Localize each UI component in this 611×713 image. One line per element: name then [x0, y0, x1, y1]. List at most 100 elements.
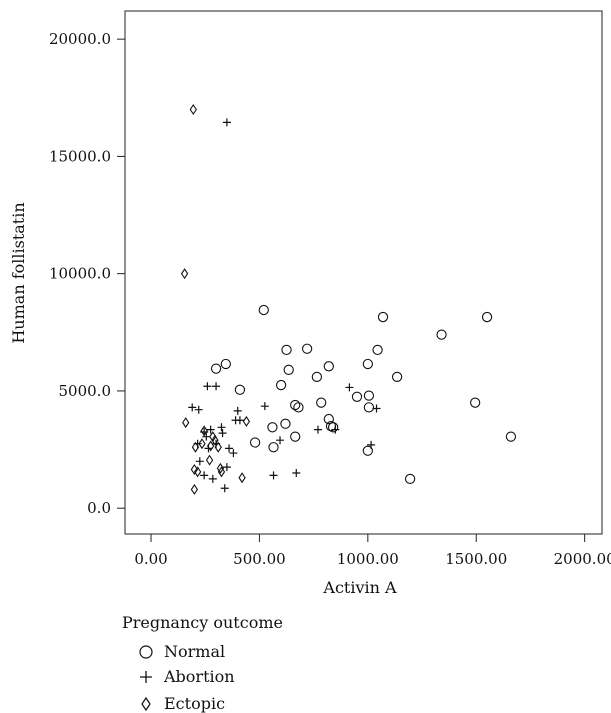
point-abortion — [202, 432, 211, 441]
x-axis: 0.00 500.00 1000.00 1500.00 2000.00 — [134, 534, 611, 568]
point-normal — [470, 397, 481, 408]
plot-area-frame — [124, 10, 603, 535]
point-normal — [404, 473, 416, 485]
point-normal — [283, 364, 294, 375]
point-abortion — [367, 440, 376, 449]
point-normal — [362, 445, 373, 456]
legend-marker-circle — [139, 645, 153, 659]
point-normal — [316, 397, 327, 408]
point-normal — [377, 311, 389, 323]
point-ectopic — [190, 464, 199, 475]
point-abortion — [269, 471, 278, 480]
x-tick-label: 1000.00 — [337, 550, 399, 568]
point-ectopic — [214, 441, 222, 453]
point-abortion — [225, 444, 234, 453]
point-normal — [436, 329, 447, 340]
point-abortion — [194, 405, 203, 414]
point-ectopic — [200, 425, 208, 437]
y-tick-label: 15000.0 — [49, 147, 111, 165]
point-abortion — [222, 118, 231, 127]
point-abortion — [188, 403, 197, 412]
point-normal — [249, 437, 261, 448]
legend-title: Pregnancy outcome — [122, 613, 283, 632]
point-normal — [268, 442, 279, 453]
point-abortion — [195, 457, 204, 466]
point-abortion — [218, 429, 227, 438]
y-axis: 0.0 5000.0 10000.0 15000.0 20000.0 — [49, 30, 125, 517]
legend-item-normal: Normal — [139, 642, 225, 661]
y-tick-label: 5000.0 — [59, 382, 112, 400]
point-ectopic — [242, 415, 251, 427]
point-normal — [323, 361, 334, 372]
point-normal — [220, 358, 231, 370]
point-ectopic — [217, 466, 226, 478]
point-abortion — [372, 404, 381, 413]
point-normal — [311, 371, 323, 383]
point-normal — [323, 413, 334, 425]
point-abortion — [292, 469, 301, 478]
point-abortion — [200, 471, 209, 480]
point-normal — [234, 384, 246, 395]
point-abortion — [345, 383, 354, 392]
point-normal — [267, 422, 278, 433]
point-ectopic — [190, 483, 199, 495]
point-ectopic — [216, 462, 225, 474]
point-ectopic — [205, 454, 214, 466]
legend-label-ectopic: Ectopic — [164, 694, 225, 713]
x-tick-label: 500.00 — [233, 550, 286, 568]
legend-marker-diamond — [141, 696, 151, 712]
y-tick-label: 0.0 — [87, 499, 111, 517]
point-normal — [293, 402, 304, 413]
point-ectopic — [198, 438, 206, 450]
point-ectopic — [211, 434, 219, 446]
point-abortion — [233, 406, 242, 415]
point-normal — [362, 358, 373, 370]
x-tick-label: 1500.00 — [445, 550, 507, 568]
point-normal — [363, 402, 375, 413]
point-abortion — [313, 425, 322, 434]
x-tick-label: 0.00 — [134, 550, 167, 568]
data-points — [180, 104, 517, 495]
point-ectopic — [182, 417, 190, 429]
point-ectopic — [189, 104, 197, 115]
y-axis-title: Human follistatin — [9, 202, 28, 343]
point-abortion — [208, 474, 217, 483]
legend-label-abortion: Abortion — [163, 667, 235, 686]
point-normal — [290, 399, 301, 411]
point-ectopic — [191, 441, 200, 453]
point-normal — [280, 418, 291, 429]
point-normal — [258, 304, 269, 316]
point-abortion — [260, 402, 269, 411]
point-abortion — [222, 463, 231, 472]
point-abortion — [331, 425, 340, 434]
point-normal — [210, 363, 222, 374]
point-normal — [391, 371, 403, 383]
y-tick-label: 20000.0 — [49, 30, 111, 48]
point-abortion — [217, 423, 226, 432]
point-ectopic — [193, 466, 202, 478]
point-normal — [327, 422, 339, 433]
point-abortion — [229, 449, 238, 458]
point-ectopic — [238, 472, 246, 484]
point-abortion — [235, 416, 244, 425]
x-axis-title: Activin A — [322, 578, 397, 597]
point-abortion — [220, 484, 229, 493]
point-normal — [372, 344, 383, 356]
point-normal — [481, 311, 493, 323]
legend-item-abortion: Abortion — [140, 667, 235, 686]
point-normal — [301, 343, 313, 354]
legend-item-ectopic: Ectopic — [141, 694, 225, 713]
point-normal — [281, 344, 292, 356]
legend-label-normal: Normal — [164, 642, 225, 661]
point-abortion — [276, 436, 285, 445]
point-normal — [351, 391, 363, 402]
point-ectopic — [206, 440, 215, 452]
point-normal — [275, 379, 287, 391]
point-ectopic — [180, 268, 189, 280]
point-normal — [505, 431, 517, 442]
point-normal — [290, 431, 301, 442]
point-normal — [363, 390, 375, 401]
x-tick-label: 2000.00 — [554, 550, 611, 568]
legend: Pregnancy outcome Normal Abortion Ectopi… — [122, 613, 283, 713]
